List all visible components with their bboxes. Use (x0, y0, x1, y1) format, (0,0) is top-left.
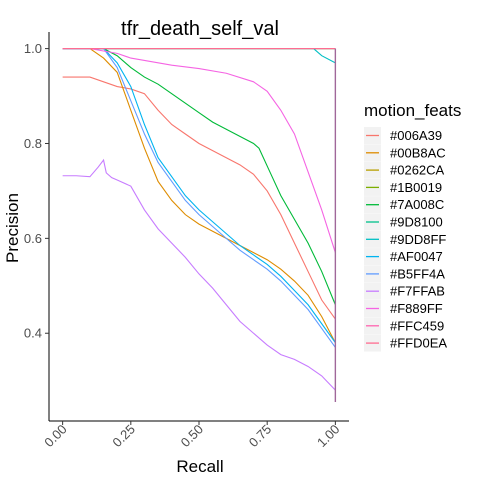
series-line-7 (63, 49, 336, 343)
legend-label-8: #B5FF4A (390, 266, 445, 281)
series-line-1 (63, 49, 336, 343)
legend-item-4: #7A008C (364, 196, 444, 213)
series-line-8 (63, 49, 336, 348)
legend-item-6: #9DD8FF (364, 231, 446, 248)
legend-item-3: #1B0019 (364, 179, 442, 196)
series-line-0 (63, 77, 336, 319)
legend-item-8: #B5FF4A (364, 265, 445, 282)
chart-title: tfr_death_self_val (121, 18, 279, 40)
legend-label-1: #00B8AC (390, 145, 446, 160)
legend-label-5: #9D8100 (390, 215, 443, 230)
x-tick-label-1: 0.25 (109, 422, 138, 451)
legend-item-1: #00B8AC (364, 144, 446, 161)
legend-item-5: #9D8100 (364, 214, 443, 231)
legend-label-4: #7A008C (390, 197, 444, 212)
y-axis-title: Precision (3, 193, 22, 263)
legend-title: motion_feats (364, 101, 461, 120)
legend-label-0: #006A39 (390, 128, 442, 143)
y-tick-label-1: 0.6 (24, 231, 42, 246)
legend-label-3: #1B0019 (390, 180, 442, 195)
x-tick-label-3: 0.75 (246, 422, 275, 451)
y-tick-label-2: 0.8 (24, 136, 42, 151)
legend-label-2: #0262CA (390, 163, 445, 178)
legend-label-9: #F7FFAB (390, 284, 445, 299)
legend-label-12: #FFD0EA (390, 336, 447, 351)
legend-label-7: #AF0047 (390, 249, 443, 264)
x-axis-title: Recall (176, 457, 223, 476)
series-line-10 (63, 49, 336, 253)
legend-item-9: #F7FFAB (364, 283, 445, 300)
legend-item-7: #AF0047 (364, 248, 443, 265)
legend-item-12: #FFD0EA (364, 335, 447, 352)
y-tick-label-3: 1.0 (24, 41, 42, 56)
legend-item-2: #0262CA (364, 162, 445, 179)
series-line-4 (63, 49, 336, 305)
x-tick-label-0: 0.00 (41, 422, 70, 451)
legend-label-6: #9DD8FF (390, 232, 446, 247)
x-tick-label-4: 1.00 (314, 422, 343, 451)
series-line-9 (63, 160, 336, 390)
legend-item-0: #006A39 (364, 127, 442, 144)
legend-label-11: #FFC459 (390, 318, 444, 333)
legend: motion_feats #006A39 #00B8AC #0262CA #1B001… (364, 101, 461, 352)
legend-item-10: #F889FF (364, 300, 443, 317)
plot-area: 0.4 0.6 0.8 1.0 0.00 0.25 0.50 0.75 1.00 (24, 32, 349, 450)
legend-item-11: #FFC459 (364, 317, 444, 334)
y-tick-label-0: 0.4 (24, 326, 42, 341)
x-tick-label-2: 0.50 (178, 422, 207, 451)
legend-label-10: #F889FF (390, 301, 443, 316)
